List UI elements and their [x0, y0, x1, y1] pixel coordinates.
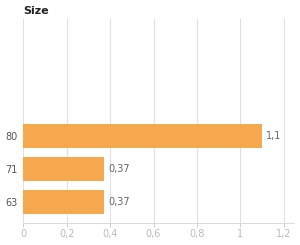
Bar [23, 191, 104, 215]
Text: 0,37: 0,37 [108, 197, 130, 208]
Text: Size: Size [23, 6, 49, 15]
Bar [23, 124, 262, 148]
Text: 0,37: 0,37 [108, 164, 130, 174]
Bar [23, 157, 104, 181]
Text: 1,1: 1,1 [266, 131, 282, 141]
